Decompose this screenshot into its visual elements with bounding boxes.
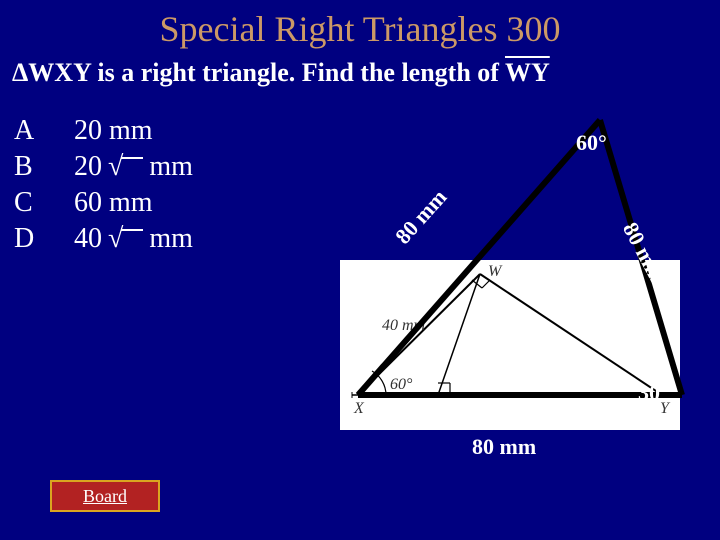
answer-letter: D xyxy=(14,223,74,255)
board-button[interactable]: Board xyxy=(50,480,160,512)
answer-value: 60 mm xyxy=(74,187,153,219)
answer-value-post: mm xyxy=(149,223,193,255)
svg-text:W: W xyxy=(488,263,503,280)
question-prefix: ΔWXY is a right triangle. Find the lengt… xyxy=(12,58,505,87)
sqrt-icon: √ xyxy=(108,225,143,253)
svg-text:40 mm: 40 mm xyxy=(382,317,425,334)
angle-eq-pre: m∠ Y = xyxy=(528,404,609,429)
page-title: Special Right Triangles 300 xyxy=(0,0,720,50)
answer-b: B 20 √ mm xyxy=(14,151,193,183)
answer-value: 20 mm xyxy=(74,115,153,147)
sqrt-icon: √ xyxy=(108,153,143,181)
answer-list: A 20 mm B 20 √ mm C 60 mm D 40 √ mm xyxy=(14,115,193,259)
answer-a: A 20 mm xyxy=(14,115,193,147)
answer-value-pre: 20 xyxy=(74,151,102,183)
answer-value-post: mm xyxy=(149,151,193,183)
overlay-angle-top: 60° xyxy=(576,130,607,156)
svg-text:X: X xyxy=(353,400,365,417)
overlay-angle-y: 30° xyxy=(638,380,669,406)
overlay-bottom-len: 80 mm xyxy=(472,434,536,460)
answer-text: 60 mm xyxy=(74,187,153,219)
question-text: ΔWXY is a right triangle. Find the lengt… xyxy=(0,50,720,88)
answer-d: D 40 √ mm xyxy=(14,223,193,255)
svg-text:60°: 60° xyxy=(390,376,413,393)
answer-value-pre: 40 xyxy=(74,223,102,255)
angle-eq-val: 30° xyxy=(609,404,640,429)
overlay-side-left: 80 mm xyxy=(390,184,452,249)
answer-text: 40 √ mm xyxy=(74,223,193,255)
answer-letter: C xyxy=(14,187,74,219)
answer-letter: A xyxy=(14,115,74,147)
answer-text: 20 √ mm xyxy=(74,151,193,183)
overlay-angle-eq: m∠ Y = 30° xyxy=(528,404,640,430)
answer-letter: B xyxy=(14,151,74,183)
answer-c: C 60 mm xyxy=(14,187,193,219)
answer-text: 20 mm xyxy=(74,115,153,147)
question-segment: WY xyxy=(505,58,550,87)
